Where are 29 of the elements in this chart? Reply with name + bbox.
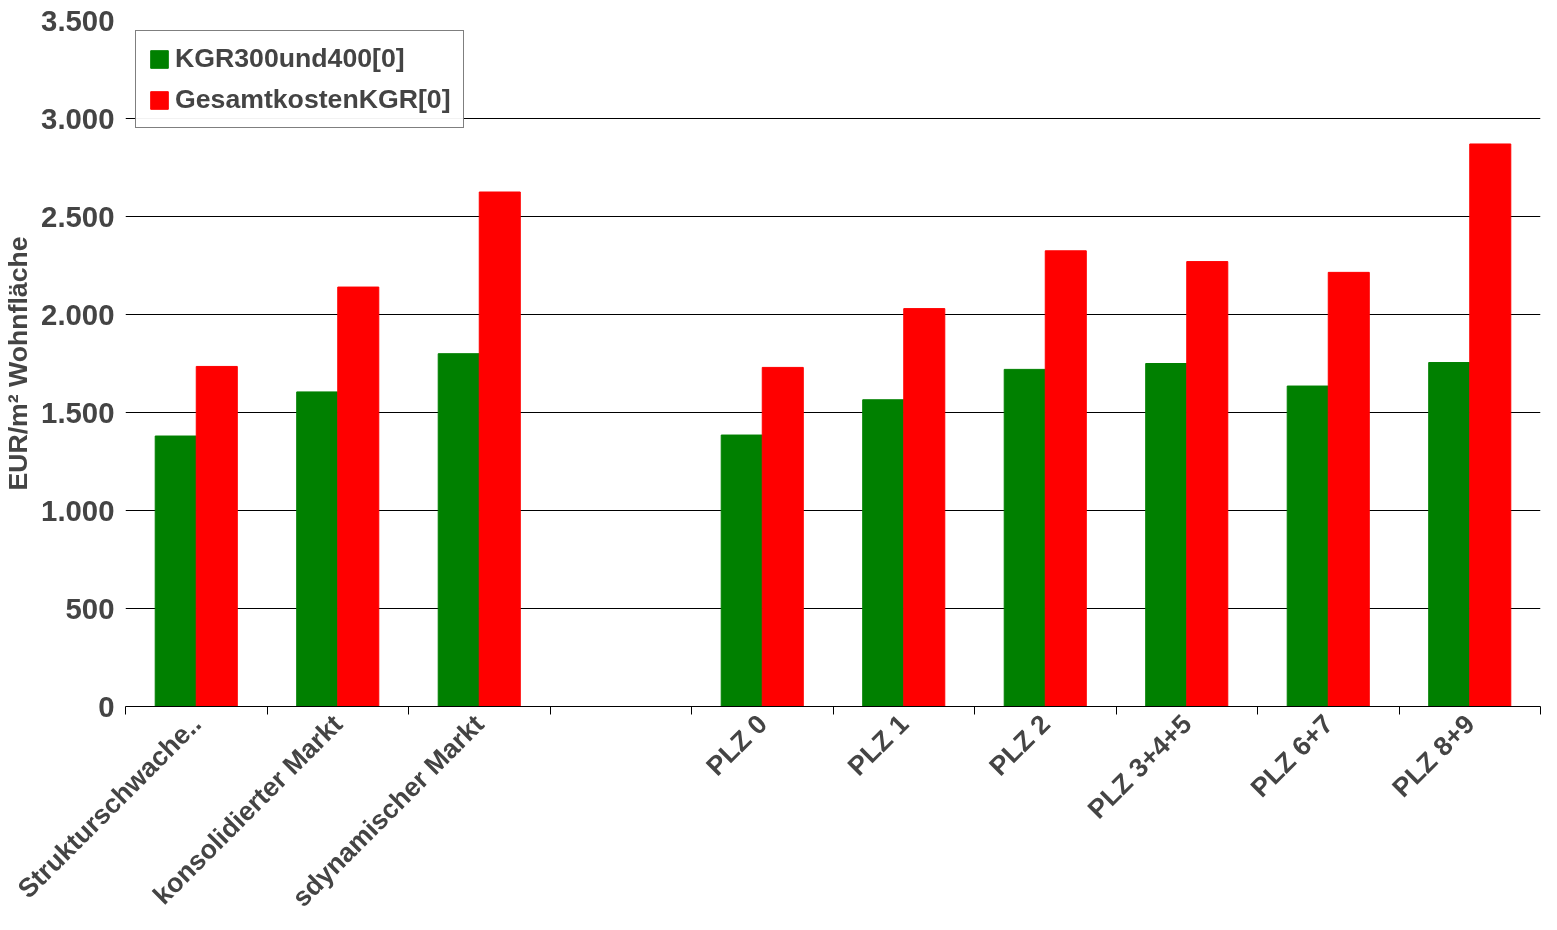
bar [296, 391, 339, 707]
y-tick-label: 1.500 [41, 395, 115, 429]
bar [1186, 261, 1229, 707]
y-tick-label: 3.500 [41, 3, 115, 37]
bar [1044, 250, 1087, 707]
bar [195, 365, 238, 707]
y-tick-label: 0 [98, 689, 115, 723]
y-axis-title: EUR/m² Wohnfläche [3, 236, 34, 491]
y-tick-label: 500 [65, 591, 115, 625]
bar [903, 308, 946, 707]
bar [1327, 271, 1370, 707]
y-tick-label: 2.500 [41, 199, 115, 233]
legend-label: GesamtkostenKGR[0] [175, 84, 451, 115]
bar [720, 434, 763, 707]
bar [154, 435, 197, 707]
bar [1145, 363, 1188, 707]
legend-label: KGR300und400[0] [175, 43, 405, 74]
bar [337, 286, 380, 707]
bar [761, 366, 804, 707]
bar [1428, 362, 1471, 707]
bar [437, 353, 480, 707]
y-tick-label: 2.000 [41, 297, 115, 331]
bar [1286, 385, 1329, 707]
bar [478, 191, 521, 707]
y-tick-label: 1.000 [41, 493, 115, 527]
bar [1469, 143, 1512, 707]
bar [1003, 368, 1046, 707]
y-tick-label: 3.000 [41, 101, 115, 135]
bar [862, 399, 905, 707]
